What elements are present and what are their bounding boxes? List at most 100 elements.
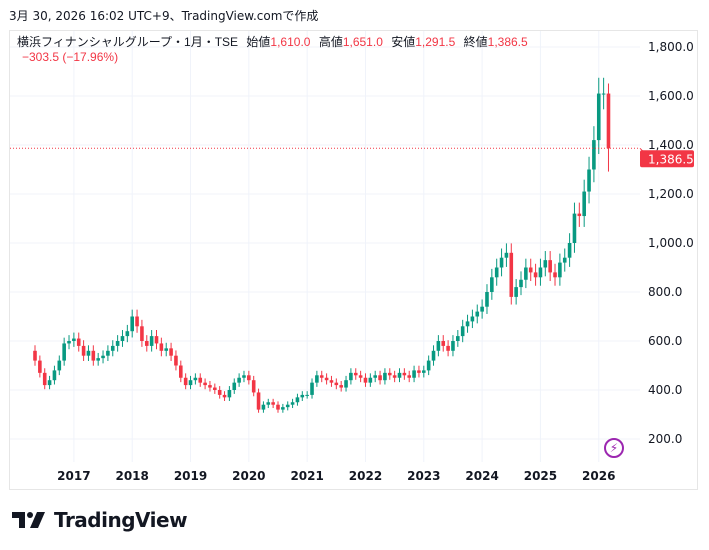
candle-body <box>344 380 348 388</box>
candle-body <box>217 390 222 395</box>
candle-body <box>193 377 198 381</box>
candle-body <box>67 341 71 344</box>
tradingview-logo: TradingView <box>12 508 188 532</box>
lightning-icon[interactable]: ⚡ <box>604 438 624 458</box>
low-value: 1,291.5 <box>415 35 456 49</box>
candle-body <box>412 370 416 378</box>
candle-body <box>392 375 397 378</box>
candle-body <box>509 252 514 297</box>
candle-body <box>295 397 300 403</box>
x-tick-label: 2026 <box>582 469 615 483</box>
candle-body <box>42 372 47 386</box>
candle-body <box>208 385 212 388</box>
candle-body <box>533 272 538 278</box>
candle-body <box>567 243 572 258</box>
candle-body <box>402 372 407 376</box>
candle-body <box>324 377 329 381</box>
candle-body <box>577 213 582 217</box>
close-label: 終値 <box>463 35 488 49</box>
candle-body <box>543 260 548 268</box>
open-label: 始値 <box>246 35 271 49</box>
candle-body <box>140 326 144 341</box>
last-price-tag <box>640 150 694 168</box>
candle-body <box>387 372 392 376</box>
candle-body <box>149 336 154 346</box>
candle-body <box>38 360 42 373</box>
candle-body <box>528 267 533 273</box>
candle-body <box>422 370 426 373</box>
y-tick-label: 1,400.0 <box>648 138 694 152</box>
candle-body <box>106 350 110 356</box>
chart-frame[interactable] <box>9 30 698 490</box>
candle-body <box>76 338 81 346</box>
candle-body <box>305 394 309 396</box>
tradingview-logo-icon <box>12 512 45 528</box>
candle-body <box>222 394 227 398</box>
candle-body <box>300 394 305 398</box>
candle-body <box>227 390 232 398</box>
candle-body <box>499 257 504 268</box>
high-value: 1,651.0 <box>342 35 383 49</box>
low-label: 安値 <box>391 35 416 49</box>
candle-body <box>470 316 475 322</box>
candle-body <box>144 341 149 346</box>
x-tick-label: 2024 <box>465 469 498 483</box>
candle-body <box>587 169 591 192</box>
change-value: −303.5 (−17.96%) <box>22 50 119 64</box>
candle-body <box>120 336 125 341</box>
candle-body <box>125 331 130 337</box>
candle-body <box>237 377 241 383</box>
candle-body <box>538 267 543 278</box>
candle-body <box>203 382 207 386</box>
candle-body <box>33 350 37 361</box>
x-tick-label: 2018 <box>115 469 148 483</box>
candle-body <box>514 287 518 297</box>
candle-body <box>72 338 76 341</box>
candle-body <box>373 375 377 378</box>
candle-body <box>349 372 353 381</box>
candle-body <box>319 375 324 378</box>
candle-body <box>596 93 601 141</box>
candle-body <box>358 375 363 378</box>
candle-body <box>446 345 450 351</box>
candle-body <box>290 402 295 405</box>
candle-body <box>159 343 164 351</box>
candle-body <box>169 348 173 356</box>
candle-body <box>115 341 120 346</box>
candle-body <box>188 380 193 386</box>
candle-body <box>553 272 557 278</box>
candle-body <box>276 404 280 410</box>
candle-body <box>397 372 402 378</box>
open-value: 1,610.0 <box>270 35 311 49</box>
candle-body <box>213 387 217 390</box>
last-price-label: 1,386.5 <box>648 152 694 166</box>
candle-body <box>431 350 436 361</box>
candle-body <box>378 375 382 381</box>
candle-body <box>572 213 577 243</box>
candle-body <box>329 380 334 383</box>
candle-body <box>592 140 596 170</box>
candle-body <box>485 292 489 307</box>
candle-body <box>183 377 188 386</box>
close-value: 1,386.5 <box>487 35 528 49</box>
candle-body <box>232 382 237 390</box>
candle-body <box>456 336 460 341</box>
candle-body <box>519 279 523 288</box>
candle-body <box>135 316 139 327</box>
candle-body <box>606 93 611 149</box>
candle-body <box>558 262 562 278</box>
candle-body <box>417 370 421 373</box>
candle-body <box>441 341 446 346</box>
candle-body <box>271 402 275 405</box>
y-tick-label: 600.0 <box>648 334 682 348</box>
candle-body <box>480 306 484 312</box>
candle-body <box>310 382 314 395</box>
candle-body <box>266 402 271 405</box>
candle-body <box>101 355 105 359</box>
candle-body <box>281 407 285 410</box>
candle-body <box>247 375 251 381</box>
candle-body <box>601 93 606 95</box>
candle-body <box>285 404 290 408</box>
candle-body <box>130 316 134 332</box>
